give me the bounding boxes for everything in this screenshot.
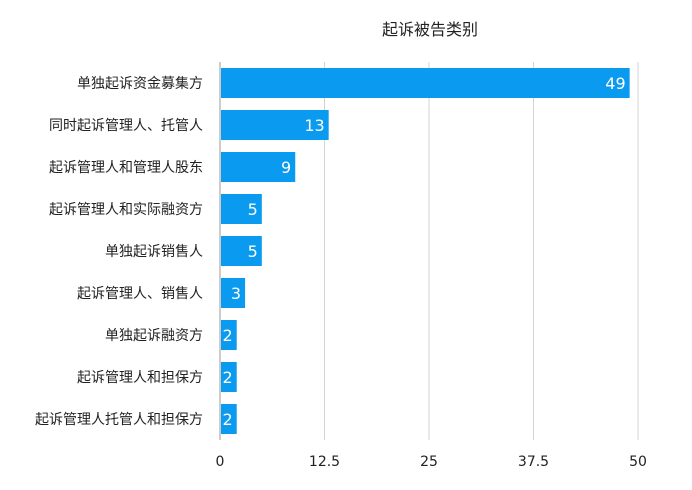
value-label: 13 [304, 116, 324, 135]
value-label: 2 [223, 368, 233, 387]
x-tick-label: 50 [629, 454, 647, 470]
value-label: 5 [248, 242, 258, 261]
category-label: 起诉管理人、销售人 [77, 286, 203, 302]
category-label: 起诉管理人和担保方 [77, 370, 203, 386]
value-label: 3 [231, 284, 241, 303]
bar [221, 110, 329, 140]
category-label: 起诉管理人托管人和担保方 [35, 412, 203, 428]
value-label: 9 [281, 158, 291, 177]
bar [221, 68, 630, 98]
chart-title: 起诉被告类别 [381, 20, 478, 39]
value-label: 2 [223, 410, 233, 429]
category-label: 起诉管理人和管理人股东 [49, 160, 203, 176]
category-label: 同时起诉管理人、托管人 [49, 118, 203, 134]
bar [221, 152, 296, 182]
value-label: 49 [605, 74, 625, 93]
bar [221, 362, 237, 392]
category-label: 单独起诉销售人 [105, 244, 203, 260]
bar [221, 404, 237, 434]
bar [221, 236, 262, 266]
bar [221, 278, 246, 308]
x-tick-label: 0 [216, 454, 225, 470]
x-tick-label: 12.5 [309, 454, 340, 470]
category-label: 单独起诉资金募集方 [77, 75, 203, 92]
value-label: 2 [223, 326, 233, 345]
value-label: 5 [248, 200, 258, 219]
x-tick-label: 25 [420, 454, 438, 470]
category-label: 单独起诉融资方 [105, 328, 203, 344]
bar [221, 320, 237, 350]
bar [221, 194, 262, 224]
x-tick-label: 37.5 [518, 454, 549, 470]
category-label: 起诉管理人和实际融资方 [49, 202, 203, 218]
